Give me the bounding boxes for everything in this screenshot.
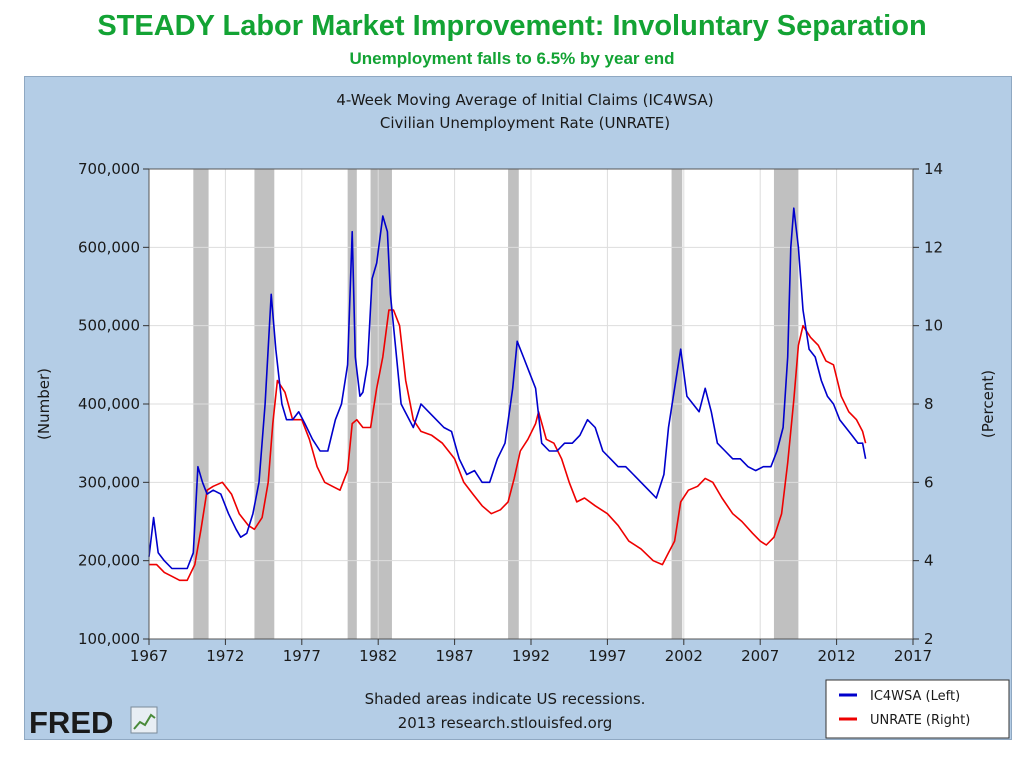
footer-note: Shaded areas indicate US recessions. [365,690,646,708]
slide-subtitle: Unemployment falls to 6.5% by year end [349,49,675,68]
x-tick-label-4: 1987 [436,647,474,665]
y-left-tick-label-0: 100,000 [78,630,140,648]
x-tick-label-10: 2017 [894,647,932,665]
y-right-tick-label-3: 8 [924,395,934,413]
y-left-tick-label-5: 600,000 [78,238,140,256]
legend: IC4WSA (Left) UNRATE (Right) [825,679,1010,739]
legend-label-ic4wsa: IC4WSA (Left) [870,689,960,704]
x-tick-label-8: 2007 [741,647,779,665]
fred-chart-panel: 4-Week Moving Average of Initial Claims … [24,76,1012,740]
x-tick-label-9: 2012 [818,647,856,665]
y-left-tick-label-1: 200,000 [78,552,140,570]
fred-logo: FRED [29,705,158,740]
y-left-tick-label-4: 500,000 [78,317,140,335]
chart-subtitle: Civilian Unemployment Rate (UNRATE) [380,114,670,132]
chart-title: 4-Week Moving Average of Initial Claims … [336,91,713,109]
y-left-tick-label-2: 300,000 [78,473,140,491]
x-tick-label-5: 1992 [512,647,550,665]
y-right-tick-label-2: 6 [924,473,934,491]
y-right-tick-label-1: 4 [924,552,934,570]
y-right-tick-label-4: 10 [924,317,943,335]
y-left-tick-label-3: 400,000 [78,395,140,413]
legend-label-unrate: UNRATE (Right) [870,713,970,728]
x-tick-label-3: 1982 [359,647,397,665]
fred-logo-text: FRED [29,705,113,740]
y-left-tick-label-6: 700,000 [78,160,140,178]
series-line-ic4wsa [148,207,867,570]
legend-box [825,679,1010,739]
fred-logo-chart-icon [130,706,158,734]
x-tick-label-6: 1997 [588,647,626,665]
x-tick-label-7: 2002 [665,647,703,665]
slide-title: STEADY Labor Market Improvement: Involun… [97,10,927,42]
y-right-tick-label-6: 14 [924,160,943,178]
x-tick-label-1: 1972 [206,647,244,665]
series-line-unrate [149,309,867,582]
chart-svg: 4-Week Moving Average of Initial Claims … [29,91,1010,740]
x-tick-label-0: 1967 [130,647,168,665]
footer-source: 2013 research.stlouisfed.org [398,714,613,732]
y-axis-label-right: (Percent) [979,370,997,438]
x-tick-label-2: 1977 [283,647,321,665]
y-axis-label-left: (Number) [35,368,53,440]
y-right-tick-label-5: 12 [924,238,943,256]
y-right-tick-label-0: 2 [924,630,934,648]
